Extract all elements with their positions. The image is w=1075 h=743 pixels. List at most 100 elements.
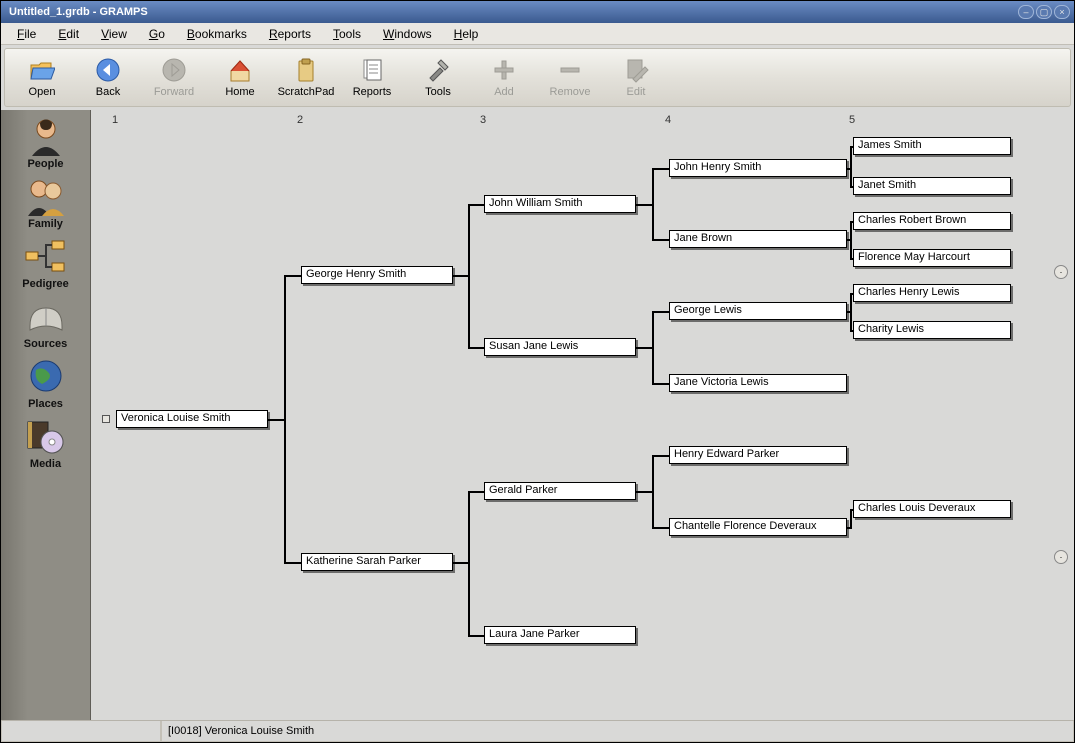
edit-icon xyxy=(623,57,649,83)
toolbar-add-label: Add xyxy=(494,86,514,98)
sidebar-pedigree-label: Pedigree xyxy=(22,278,68,290)
connector xyxy=(453,562,468,564)
sidebar-places-label: Places xyxy=(28,398,63,410)
toolbar-edit: Edit xyxy=(605,52,667,104)
person-node-p4a[interactable]: John Henry Smith xyxy=(669,159,847,177)
menu-reports[interactable]: Reports xyxy=(259,25,321,43)
person-node-p4e[interactable]: Henry Edward Parker xyxy=(669,446,847,464)
connector xyxy=(850,168,852,188)
sidebar-item-media[interactable]: Media xyxy=(6,416,86,470)
sidebar-item-sources[interactable]: Sources xyxy=(6,296,86,350)
sidebar-item-family[interactable]: Family xyxy=(6,176,86,230)
connector xyxy=(468,204,470,277)
connector xyxy=(284,275,286,421)
toolbar-back-label: Back xyxy=(96,86,120,98)
person-node-p4b[interactable]: Jane Brown xyxy=(669,230,847,248)
toolbar-edit-label: Edit xyxy=(627,86,646,98)
sidebar-family-label: Family xyxy=(28,218,63,230)
sidebar-item-pedigree[interactable]: Pedigree xyxy=(6,236,86,290)
person-node-p2b[interactable]: Katherine Sarah Parker xyxy=(301,553,453,571)
connector xyxy=(468,491,484,493)
toolbar-scratchpad-label: ScratchPad xyxy=(278,86,335,98)
person-node-p3d[interactable]: Laura Jane Parker xyxy=(484,626,636,644)
connector xyxy=(284,562,301,564)
person-node-p2a[interactable]: George Henry Smith xyxy=(301,266,453,284)
toolbar-home[interactable]: Home xyxy=(209,52,271,104)
pedigree-canvas[interactable]: 12345Veronica Louise SmithGeorge Henry S… xyxy=(91,110,1074,720)
window-title: Untitled_1.grdb - GRAMPS xyxy=(5,6,1016,18)
toolbar-open[interactable]: Open xyxy=(11,52,73,104)
connector xyxy=(636,491,652,493)
person-node-p3a[interactable]: John William Smith xyxy=(484,195,636,213)
toolbar-forward: Forward xyxy=(143,52,205,104)
person-node-p5c[interactable]: Charles Robert Brown xyxy=(853,212,1011,230)
connector xyxy=(850,311,852,332)
toolbar-reports[interactable]: Reports xyxy=(341,52,403,104)
menu-go[interactable]: Go xyxy=(139,25,175,43)
menu-file[interactable]: File xyxy=(7,25,46,43)
person-node-p5f[interactable]: Charity Lewis xyxy=(853,321,1011,339)
minimize-button[interactable]: – xyxy=(1018,5,1034,19)
person-node-p5d[interactable]: Florence May Harcourt xyxy=(853,249,1011,267)
sidebar-item-places[interactable]: Places xyxy=(6,356,86,410)
menu-bar: File Edit View Go Bookmarks Reports Tool… xyxy=(1,23,1074,45)
connector xyxy=(468,562,470,637)
connector xyxy=(268,419,284,421)
connector xyxy=(850,221,852,241)
connector xyxy=(850,293,852,313)
connector xyxy=(652,455,669,457)
sidebar-item-people[interactable]: People xyxy=(6,116,86,170)
workspace: People Family Pedigree Sources Places Me… xyxy=(1,110,1074,720)
connector xyxy=(652,239,669,241)
connector xyxy=(468,635,484,637)
clipboard-icon xyxy=(293,57,319,83)
toolbar-back[interactable]: Back xyxy=(77,52,139,104)
connector xyxy=(850,239,852,260)
sidebar-media-label: Media xyxy=(30,458,61,470)
maximize-button[interactable]: ▢ xyxy=(1036,5,1052,19)
toolbar-scratchpad[interactable]: ScratchPad xyxy=(275,52,337,104)
toolbar-tools[interactable]: Tools xyxy=(407,52,469,104)
toolbar-remove: Remove xyxy=(539,52,601,104)
family-icon xyxy=(22,176,70,216)
menu-edit[interactable]: Edit xyxy=(48,25,89,43)
menu-view[interactable]: View xyxy=(91,25,137,43)
status-cell-left xyxy=(1,721,161,742)
person-node-p4c[interactable]: George Lewis xyxy=(669,302,847,320)
menu-tools[interactable]: Tools xyxy=(323,25,371,43)
toolbar-tools-label: Tools xyxy=(425,86,451,98)
generation-label-3: 3 xyxy=(480,114,486,126)
pedigree-icon xyxy=(22,236,70,276)
close-button[interactable]: × xyxy=(1054,5,1070,19)
person-node-p5e[interactable]: Charles Henry Lewis xyxy=(853,284,1011,302)
connector xyxy=(636,204,652,206)
person-node-p5a[interactable]: James Smith xyxy=(853,137,1011,155)
toolbar-home-label: Home xyxy=(225,86,254,98)
media-icon xyxy=(22,416,70,456)
connector xyxy=(468,275,470,349)
person-node-p5b[interactable]: Janet Smith xyxy=(853,177,1011,195)
connector xyxy=(652,491,654,529)
sidebar-sources-label: Sources xyxy=(24,338,67,350)
toolbar: Open Back Forward Home ScratchPad Report… xyxy=(4,48,1071,107)
title-bar: Untitled_1.grdb - GRAMPS – ▢ × xyxy=(1,1,1074,23)
menu-windows[interactable]: Windows xyxy=(373,25,442,43)
person-node-p4d[interactable]: Jane Victoria Lewis xyxy=(669,374,847,392)
menu-bookmarks[interactable]: Bookmarks xyxy=(177,25,257,43)
person-node-p3c[interactable]: Gerald Parker xyxy=(484,482,636,500)
expand-button-1[interactable]: · xyxy=(1054,265,1068,279)
people-icon xyxy=(22,116,70,156)
app-window: Untitled_1.grdb - GRAMPS – ▢ × File Edit… xyxy=(0,0,1075,743)
person-node-p5g[interactable]: Charles Louis Deveraux xyxy=(853,500,1011,518)
person-node-p4f[interactable]: Chantelle Florence Deveraux xyxy=(669,518,847,536)
connector xyxy=(284,419,286,564)
root-indicator[interactable] xyxy=(102,415,110,423)
expand-button-2[interactable]: · xyxy=(1054,550,1068,564)
places-icon xyxy=(22,356,70,396)
connector xyxy=(652,347,654,385)
generation-label-5: 5 xyxy=(849,114,855,126)
menu-help[interactable]: Help xyxy=(444,25,489,43)
person-node-root[interactable]: Veronica Louise Smith xyxy=(116,410,268,428)
connector xyxy=(453,275,468,277)
person-node-p3b[interactable]: Susan Jane Lewis xyxy=(484,338,636,356)
